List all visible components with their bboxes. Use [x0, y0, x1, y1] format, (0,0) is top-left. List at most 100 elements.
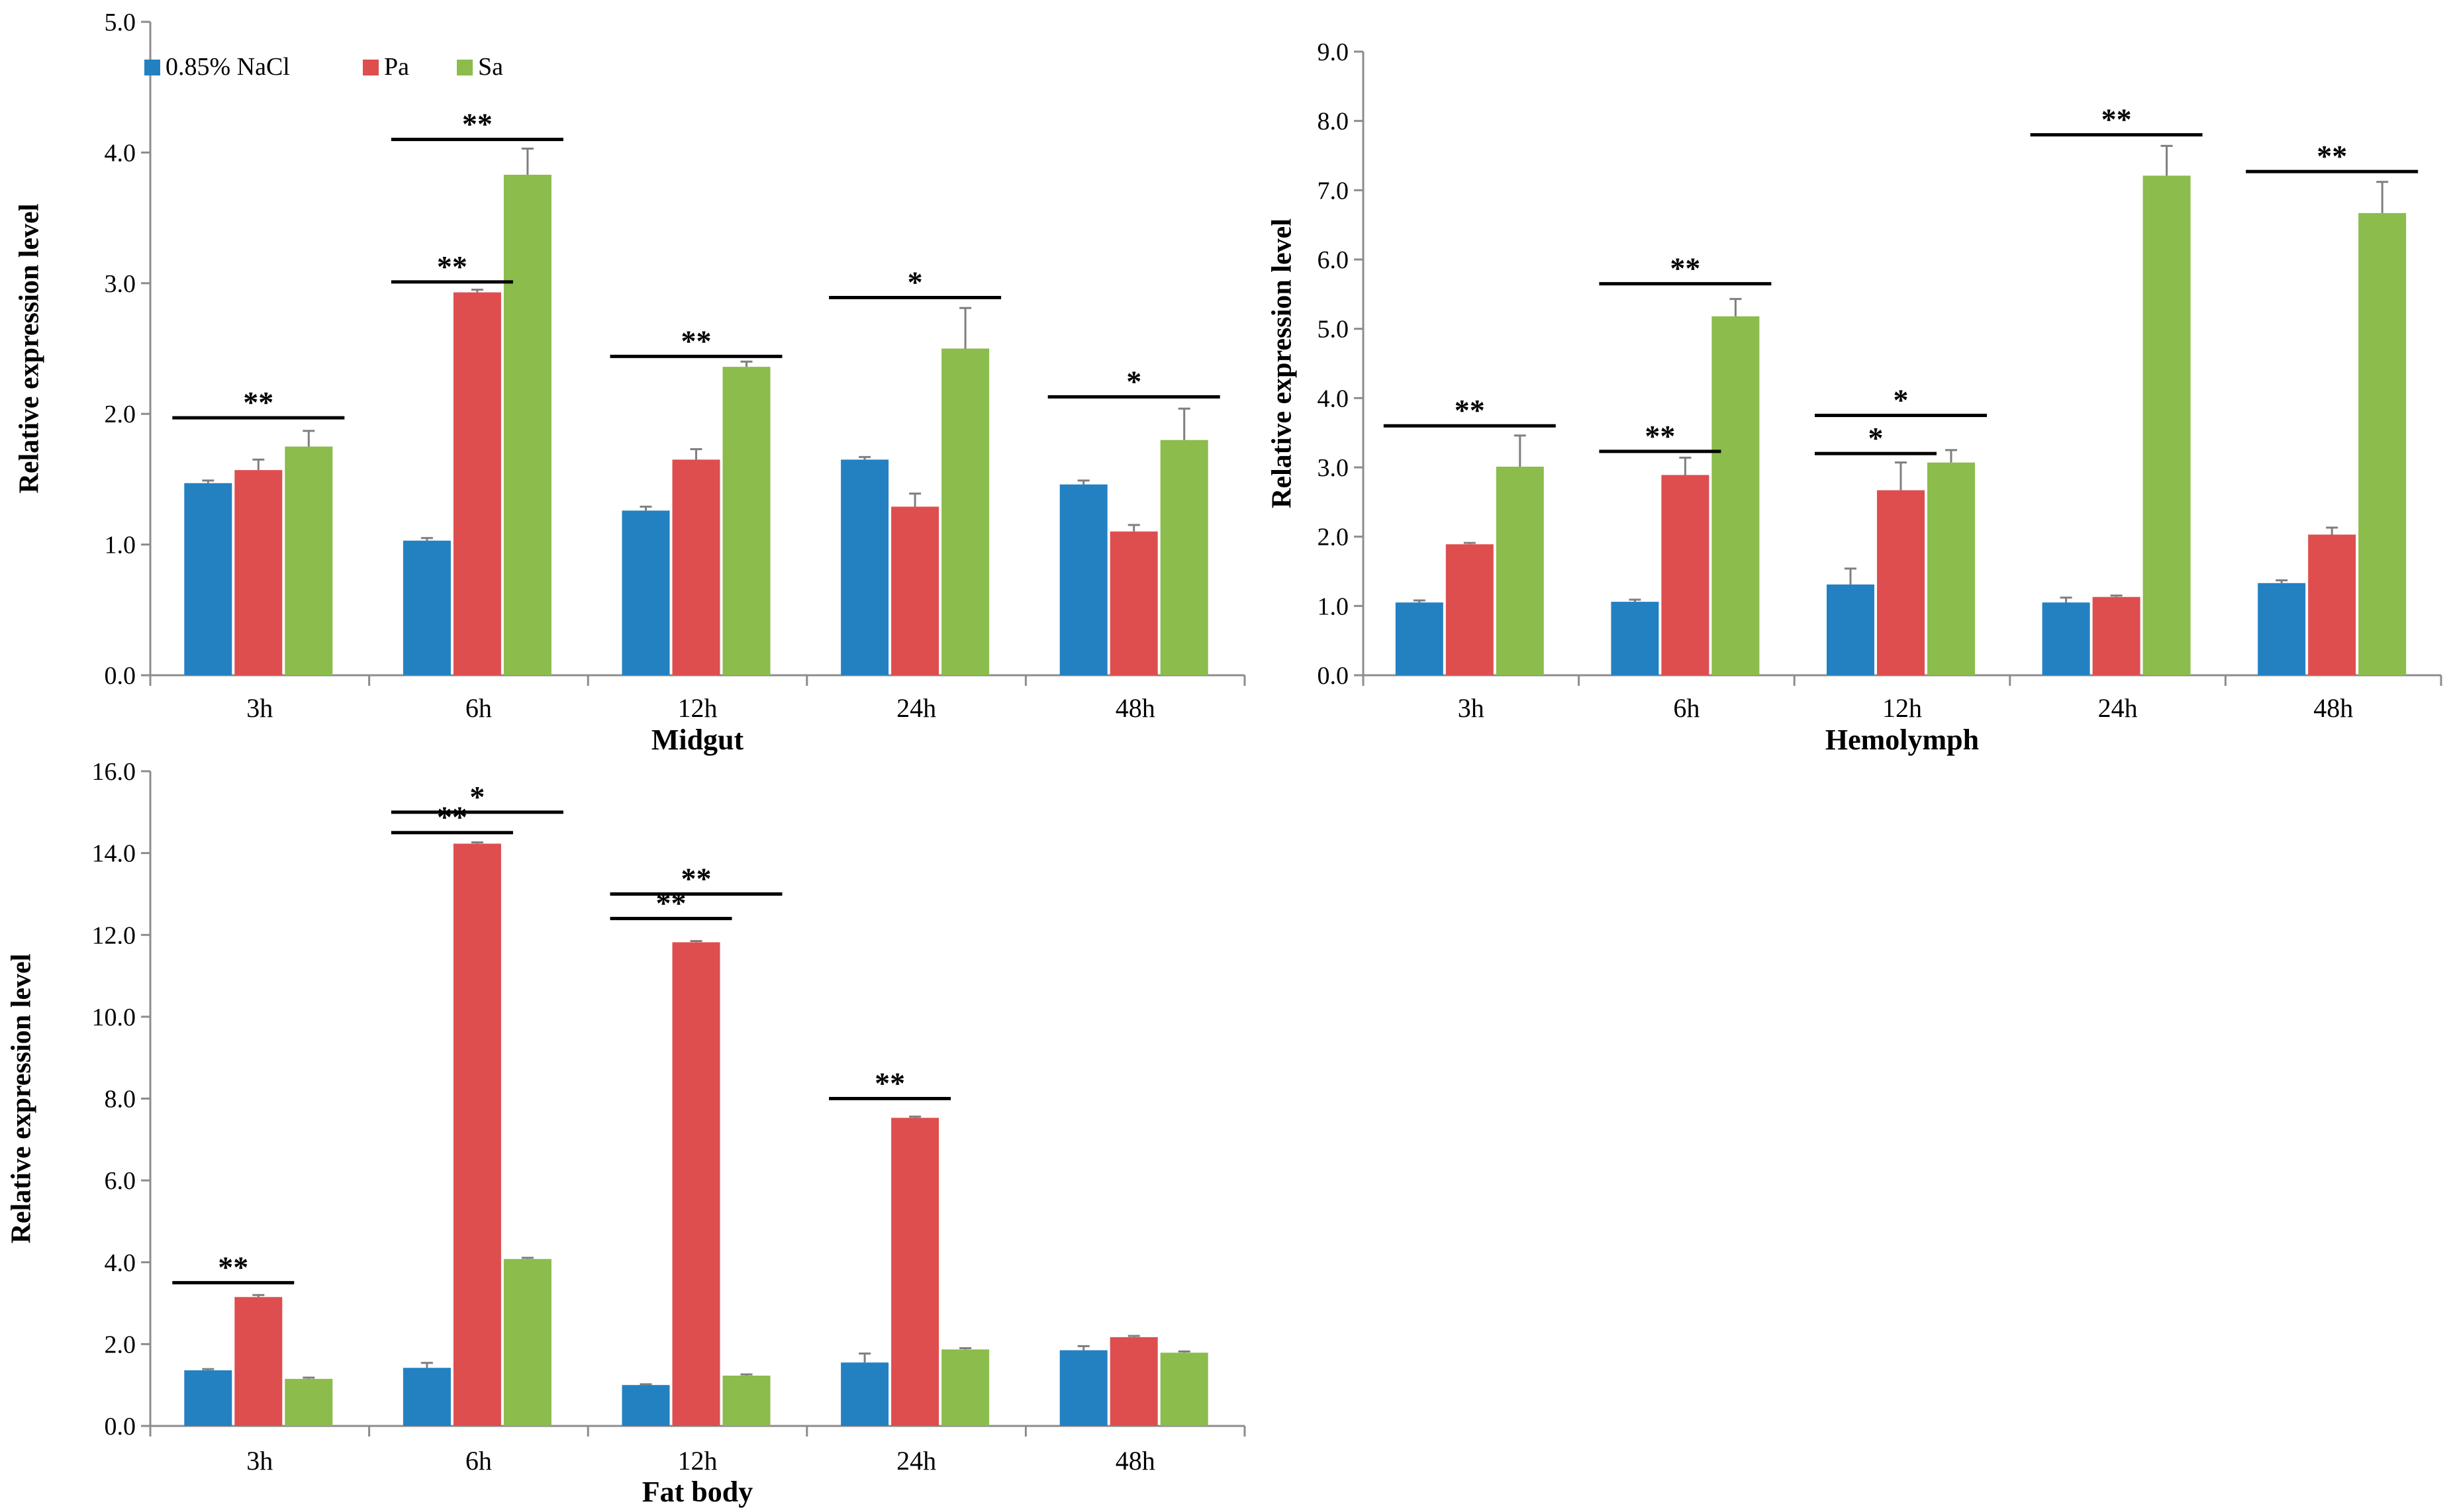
- bar-pa: [234, 1297, 283, 1426]
- bar-pa: [2308, 534, 2356, 675]
- significance-label: *: [1868, 421, 1884, 455]
- bar-sa: [2142, 175, 2191, 675]
- x-tick-label: 12h: [1882, 693, 1922, 723]
- x-tick-label: 3h: [246, 693, 273, 723]
- bar-sa: [1160, 440, 1208, 675]
- significance-label: **: [681, 324, 712, 357]
- bar-pa: [1661, 475, 1709, 675]
- y-tick-label: 5.0: [1318, 316, 1349, 344]
- y-tick-label: 3.0: [1318, 454, 1349, 482]
- bar-0-85-nacl: [403, 540, 451, 675]
- x-tick-label: 3h: [246, 1446, 273, 1476]
- significance-label: *: [469, 780, 485, 814]
- x-tick-label: 12h: [678, 693, 718, 723]
- legend-swatch: [363, 60, 379, 75]
- y-axis-label: Relative expression level: [15, 204, 45, 494]
- significance-label: **: [462, 107, 493, 141]
- bar-sa: [722, 1375, 771, 1426]
- y-tick-label: 1.0: [1318, 592, 1349, 620]
- y-tick-label: 4.0: [105, 1249, 136, 1277]
- x-tick-label: 24h: [896, 1446, 936, 1476]
- bar-pa: [891, 506, 939, 675]
- midgut-panel: 0.01.02.03.04.05.03h 6h 12h 24h 48h*********…: [15, 9, 1246, 756]
- bar-0-85-nacl: [841, 1362, 889, 1426]
- legend-label: Pa: [384, 53, 409, 81]
- bar-sa: [1496, 466, 1544, 675]
- y-tick-label: 16.0: [92, 758, 136, 786]
- legend: 0.85% NaCl Pa Sa: [144, 53, 503, 81]
- bar-sa: [941, 348, 990, 675]
- bar-pa: [672, 942, 720, 1426]
- y-tick-label: 5.0: [105, 9, 136, 36]
- legend-swatch: [457, 60, 473, 75]
- panel-title: Fat body: [642, 1476, 753, 1508]
- bar-pa: [1110, 531, 1158, 675]
- y-tick-label: 12.0: [92, 921, 136, 949]
- bar-pa: [1110, 1337, 1158, 1426]
- bar-sa: [285, 1378, 333, 1426]
- bar-0-85-nacl: [622, 510, 670, 675]
- x-tick-label: 48h: [2313, 693, 2353, 723]
- y-tick-label: 8.0: [1318, 108, 1349, 136]
- y-axis-label: Relative expression level: [1267, 218, 1298, 508]
- bar-pa: [453, 843, 501, 1426]
- y-tick-label: 4.0: [105, 139, 136, 167]
- x-tick-label: 12h: [678, 1446, 718, 1476]
- bar-sa: [285, 446, 333, 675]
- bar-0-85-nacl: [2042, 602, 2090, 675]
- bar-sa: [941, 1349, 990, 1426]
- significance-label: **: [1645, 419, 1675, 453]
- legend-label: 0.85% NaCl: [166, 53, 290, 81]
- bar-0-85-nacl: [2258, 583, 2306, 675]
- y-tick-label: 0.0: [105, 662, 136, 690]
- y-tick-label: 9.0: [1318, 38, 1349, 66]
- bar-pa: [1445, 544, 1494, 675]
- significance-label: **: [1670, 252, 1700, 285]
- y-axis-label: Relative expression level: [7, 954, 37, 1244]
- y-tick-label: 14.0: [92, 840, 136, 868]
- y-tick-label: 2.0: [1318, 524, 1349, 551]
- bar-pa: [2092, 596, 2140, 675]
- bar-0-85-nacl: [1059, 1350, 1108, 1426]
- x-tick-label: 6h: [1673, 693, 1700, 723]
- significance-label: **: [437, 800, 467, 834]
- legend-swatch: [144, 60, 160, 75]
- bar-0-85-nacl: [841, 459, 889, 675]
- bar-sa: [503, 1258, 552, 1426]
- x-tick-label: 48h: [1116, 1446, 1155, 1476]
- bar-0-85-nacl: [184, 1370, 232, 1426]
- bar-sa: [722, 367, 771, 675]
- y-tick-label: 6.0: [1318, 246, 1349, 274]
- y-tick-label: 0.0: [105, 1413, 136, 1441]
- y-tick-label: 2.0: [105, 1331, 136, 1358]
- y-tick-label: 0.0: [1318, 662, 1349, 690]
- significance-label: **: [243, 385, 273, 419]
- bar-pa: [672, 459, 720, 675]
- bar-sa: [503, 174, 552, 675]
- bar-pa: [1877, 490, 1925, 675]
- significance-label: *: [908, 265, 923, 299]
- y-tick-label: 2.0: [105, 401, 136, 428]
- significance-label: **: [656, 886, 687, 920]
- hemolymph-panel: 0.0 1.0 2.0 3.0 4.0 5.0 6.0 7.0 8.0 9.0 3h 6h 12h 24h…: [1267, 38, 2442, 756]
- significance-label: **: [1455, 393, 1485, 427]
- bar-0-85-nacl: [403, 1368, 451, 1426]
- bar-pa: [453, 292, 501, 675]
- bar-sa: [1711, 316, 1760, 675]
- y-tick-label: 4.0: [1318, 385, 1349, 412]
- significance-label: **: [2101, 103, 2132, 136]
- y-tick-label: 3.0: [105, 270, 136, 298]
- significance-label: **: [875, 1066, 905, 1100]
- significance-label: **: [2317, 139, 2347, 173]
- y-tick-label: 10.0: [92, 1004, 136, 1031]
- bar-pa: [891, 1117, 939, 1426]
- bar-0-85-nacl: [1611, 602, 1659, 675]
- x-tick-label: 24h: [2098, 693, 2138, 723]
- x-tick-label: 6h: [465, 693, 492, 723]
- y-tick-label: 1.0: [105, 532, 136, 559]
- bar-0-85-nacl: [1827, 584, 1874, 675]
- x-tick-label: 3h: [1458, 693, 1484, 723]
- significance-label: *: [1126, 365, 1141, 399]
- bar-sa: [2358, 213, 2407, 676]
